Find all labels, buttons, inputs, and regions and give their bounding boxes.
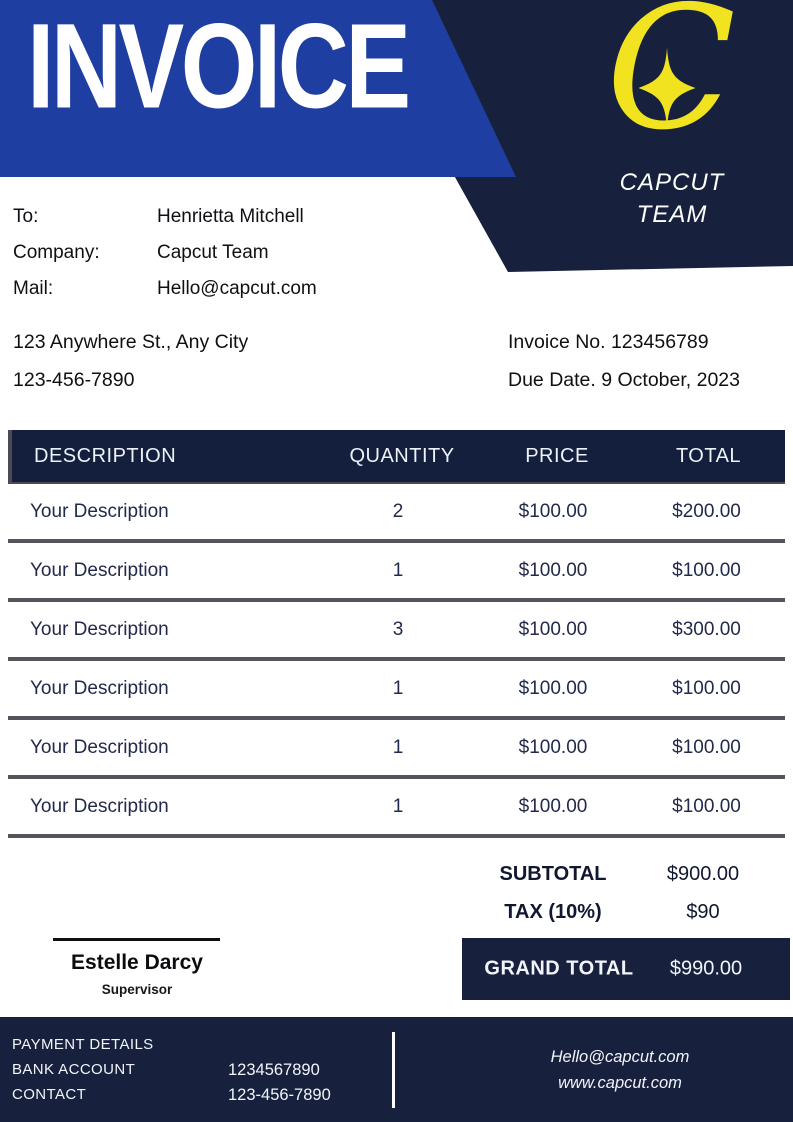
to-value: Henrietta Mitchell — [157, 206, 304, 227]
header-quantity: QUANTITY — [349, 444, 455, 467]
cell-total: $300.00 — [672, 618, 741, 640]
cell-price: $100.00 — [518, 500, 588, 522]
mail-value: Hello@capcut.com — [157, 278, 317, 299]
header-description: DESCRIPTION — [34, 444, 177, 467]
phone-line: 123-456-7890 — [13, 369, 135, 391]
brand-name-line2: TEAM — [636, 201, 708, 229]
footer-website: www.capcut.com — [558, 1074, 682, 1092]
page-title: INVOICE — [27, 0, 411, 134]
brand-name-line1: CAPCUT — [619, 169, 725, 196]
bill-to-block: To: Henrietta Mitchell Company: Capcut T… — [13, 206, 317, 314]
cell-quantity: 1 — [392, 736, 404, 758]
table-header-row: DESCRIPTION QUANTITY PRICE TOTAL — [8, 430, 785, 484]
cell-description: Your Description — [30, 795, 169, 817]
cell-description: Your Description — [30, 677, 169, 699]
cell-total: $100.00 — [672, 559, 741, 581]
cell-description: Your Description — [30, 559, 169, 581]
contact-value: 123-456-7890 — [228, 1086, 331, 1104]
cell-description: Your Description — [30, 736, 169, 758]
address-line: 123 Anywhere St., Any City — [13, 331, 249, 353]
items-table: DESCRIPTION QUANTITY PRICE TOTAL Your De… — [8, 430, 785, 838]
cell-price: $100.00 — [518, 618, 588, 640]
subtotal-value: $900.00 — [666, 863, 740, 885]
due-date: Due Date. 9 October, 2023 — [508, 369, 740, 391]
table-row: Your Description 2 $100.00 $200.00 — [8, 484, 785, 543]
address-block: 123 Anywhere St., Any City 123-456-7890 — [13, 331, 248, 407]
subtotal-label: SUBTOTAL — [499, 863, 607, 885]
table-row: Your Description 1 $100.00 $100.00 — [8, 779, 785, 838]
company-label: Company: — [13, 242, 100, 263]
cell-description: Your Description — [30, 618, 169, 640]
table-row: Your Description 1 $100.00 $100.00 — [8, 661, 785, 720]
header-total: TOTAL — [675, 444, 742, 467]
tax-label: TAX (10%) — [504, 901, 602, 923]
bank-account-label: BANK ACCOUNT — [12, 1061, 136, 1078]
cell-price: $100.00 — [518, 677, 588, 699]
contact-label: CONTACT — [12, 1086, 87, 1103]
cell-quantity: 2 — [392, 500, 404, 522]
cell-total: $100.00 — [672, 677, 741, 699]
cell-total: $100.00 — [672, 736, 741, 758]
cell-total: $200.00 — [672, 500, 741, 522]
bill-to-row: To: Henrietta Mitchell — [13, 206, 317, 228]
table-row: Your Description 3 $100.00 $300.00 — [8, 602, 785, 661]
cell-description: Your Description — [30, 500, 169, 522]
table-row: Your Description 1 $100.00 $100.00 — [8, 543, 785, 602]
cell-price: $100.00 — [518, 736, 588, 758]
cell-quantity: 1 — [392, 795, 404, 817]
invoice-number: Invoice No. 123456789 — [508, 331, 709, 353]
table-row: Your Description 1 $100.00 $100.00 — [8, 720, 785, 779]
cell-total: $100.00 — [672, 795, 741, 817]
cell-quantity: 1 — [392, 559, 404, 581]
footer-email: Hello@capcut.com — [550, 1048, 690, 1066]
to-label: To: — [13, 206, 39, 227]
footer-divider — [392, 1032, 395, 1108]
cell-price: $100.00 — [518, 559, 588, 581]
grand-total-value: $990.00 — [669, 957, 743, 980]
bill-to-row: Mail: Hello@capcut.com — [13, 278, 317, 300]
invoice-meta-block: Invoice No. 123456789 Due Date. 9 Octobe… — [508, 331, 740, 407]
tax-value: $90 — [686, 901, 720, 923]
signature-line — [53, 938, 220, 941]
footer-band: PAYMENT DETAILS BANK ACCOUNT CONTACT 123… — [0, 1017, 793, 1122]
signature-name: Estelle Darcy — [71, 951, 203, 974]
brand-name: CAPCUT TEAM — [583, 167, 761, 232]
grand-total-label: GRAND TOTAL — [484, 957, 634, 980]
bill-to-row: Company: Capcut Team — [13, 242, 317, 264]
sparkle-icon — [638, 47, 696, 129]
cell-quantity: 3 — [392, 618, 404, 640]
cell-quantity: 1 — [392, 677, 404, 699]
cell-price: $100.00 — [518, 795, 588, 817]
mail-label: Mail: — [13, 278, 54, 299]
payment-details-label: PAYMENT DETAILS — [12, 1036, 154, 1053]
header-price: PRICE — [525, 444, 589, 467]
table-body: Your Description 2 $100.00 $200.00 Your Desc… — [8, 484, 785, 838]
signature-role: Supervisor — [101, 982, 173, 997]
grand-total-band: GRAND TOTAL $990.00 — [462, 938, 790, 1000]
company-value: Capcut Team — [157, 242, 269, 263]
bank-account-value: 1234567890 — [228, 1061, 320, 1079]
